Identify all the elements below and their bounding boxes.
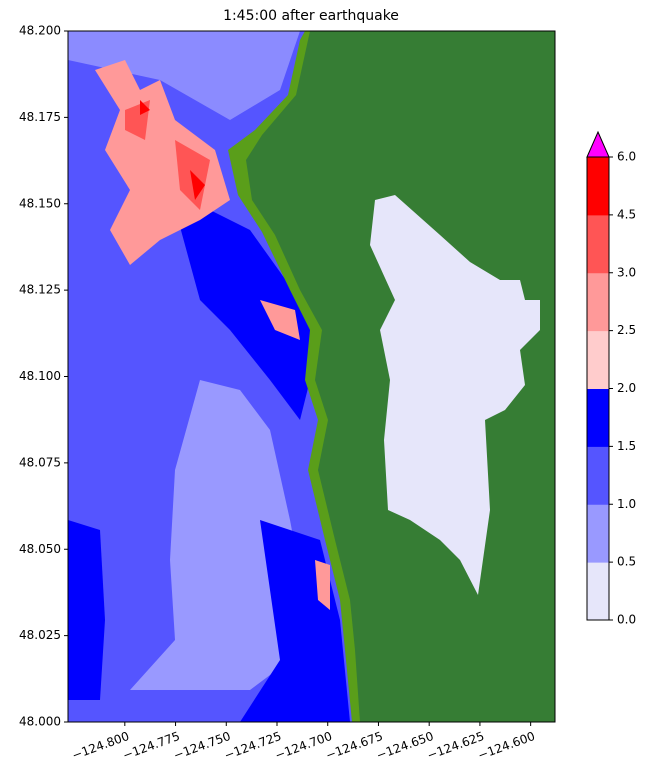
colorbar-tick-label: 2.5 [617,323,636,337]
colorbar-bin [587,388,609,447]
y-tick-label: 48.125 [19,283,61,297]
colorbar-tick-label: 1.0 [617,497,636,511]
x-tick-label: −124.700 [273,729,334,763]
x-tick-label: −124.800 [70,729,131,763]
x-tick-label: −124.625 [425,729,486,763]
x-tick-label: −124.675 [324,729,385,763]
map-image [68,31,555,722]
colorbar-tick-label: 0.0 [617,613,636,627]
y-tick-label: 48.050 [19,542,61,556]
colorbar-tick-label: 0.5 [617,555,636,569]
chart-title: 1:45:00 after earthquake [223,8,399,24]
y-tick-label: 48.025 [19,628,61,642]
colorbar-bin [587,214,609,274]
x-tick-label: −124.750 [172,729,233,763]
colorbar-bin [587,504,609,563]
y-tick-label: 48.000 [19,715,61,729]
x-tick-label: −124.775 [121,729,182,763]
x-tick-label: −124.600 [476,729,537,763]
y-tick-label: 48.175 [19,110,61,124]
y-tick-label: 48.200 [19,24,61,38]
colorbar-bin [587,272,609,332]
colorbar-tick-label: 1.5 [617,439,636,453]
x-tick-label: −124.725 [222,729,283,763]
colorbar-bin [587,562,609,621]
y-tick-label: 48.150 [19,196,61,210]
colorbar-bin [587,446,609,505]
colorbar-tick-label: 6.0 [617,150,636,164]
colorbar-tick-label: 2.0 [617,381,636,395]
colorbar-extend [586,130,610,158]
y-tick-label: 48.075 [19,455,61,469]
colorbar-bin [587,157,609,216]
colorbar-bin [587,330,609,389]
x-tick-label: −124.650 [375,729,436,763]
colorbar-tick-label: 3.0 [617,265,636,279]
colorbar-tick-label: 4.5 [617,207,636,221]
y-tick-label: 48.100 [19,369,61,383]
